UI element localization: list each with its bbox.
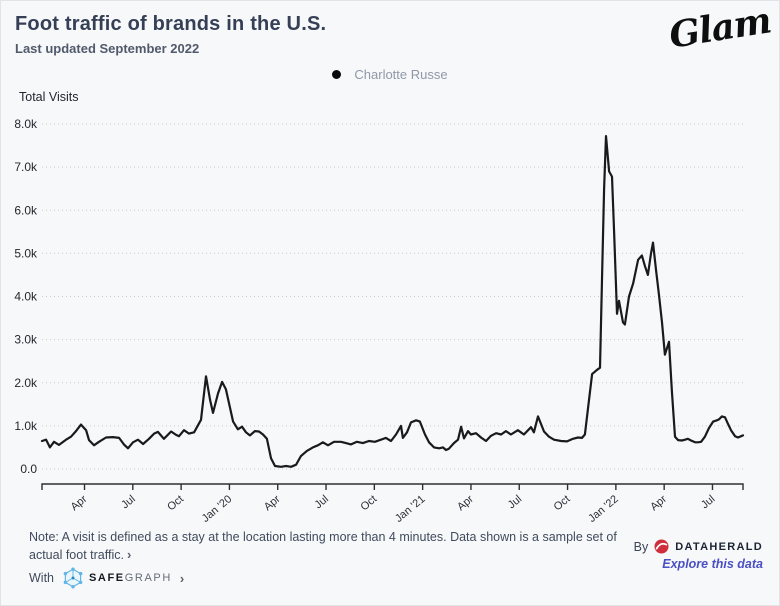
y-tick-label: 0.0	[20, 462, 37, 476]
dataherald-attribution: By DATAHERALD	[634, 539, 763, 554]
x-tick-label: Oct	[165, 493, 186, 513]
page-title: Foot traffic of brands in the U.S.	[15, 13, 327, 35]
with-label: With	[29, 571, 54, 585]
y-tick-label: 4.0k	[14, 290, 38, 304]
dataherald-wordmark: DATAHERALD	[675, 540, 763, 553]
y-tick-label: 8.0k	[14, 117, 38, 131]
footer-note: Note: A visit is defined as a stay at th…	[29, 528, 617, 564]
y-tick-label: 1.0k	[14, 419, 38, 433]
y-tick-label: 2.0k	[14, 376, 38, 390]
y-tick-label: 5.0k	[14, 246, 38, 260]
x-axis	[41, 483, 744, 490]
x-tick-label: Jul	[506, 493, 524, 511]
series-line	[40, 135, 745, 468]
safegraph-link[interactable]: SAFEGRAPH ›	[62, 567, 184, 589]
explore-data-link[interactable]: Explore this data	[662, 557, 763, 571]
legend-label: Charlotte Russe	[354, 67, 448, 82]
legend[interactable]: Charlotte Russe	[1, 67, 779, 82]
x-tick-label: Jul	[699, 493, 717, 511]
x-tick-label: Jan '22	[586, 493, 621, 525]
chevron-right-icon[interactable]: ›	[179, 570, 185, 586]
y-tick-label: 6.0k	[14, 203, 38, 217]
x-tick-label: Apr	[455, 493, 476, 513]
x-tick-label: Apr	[648, 493, 669, 513]
note-line-1: Note: A visit is defined as a stay at th…	[29, 530, 617, 544]
note-line-2[interactable]: actual foot traffic. ›	[29, 547, 132, 562]
x-tick-label: Jan '21	[393, 493, 428, 525]
x-tick-label: Apr	[69, 493, 90, 513]
x-tick-label: Jan '20	[200, 493, 235, 525]
x-tick-label: Oct	[552, 493, 573, 513]
dataherald-icon	[654, 539, 669, 554]
by-label: By	[633, 539, 649, 554]
safegraph-wordmark: SAFEGRAPH	[89, 572, 172, 584]
series-dot-icon	[332, 70, 342, 79]
safegraph-icon	[63, 567, 83, 589]
x-tick-label: Oct	[358, 493, 379, 513]
x-tick-label: Apr	[262, 493, 283, 513]
y-tick-label: 7.0k	[14, 160, 38, 174]
chevron-right-icon[interactable]: ›	[126, 547, 132, 562]
safegraph-attribution: With SAFEGRAPH ›	[29, 567, 184, 589]
x-tick-label: Jul	[312, 493, 330, 511]
x-tick-label: Jul	[119, 493, 137, 511]
y-axis-title: Total Visits	[19, 90, 79, 104]
page-subtitle: Last updated September 2022	[15, 41, 200, 56]
y-tick-label: 3.0k	[14, 333, 38, 347]
